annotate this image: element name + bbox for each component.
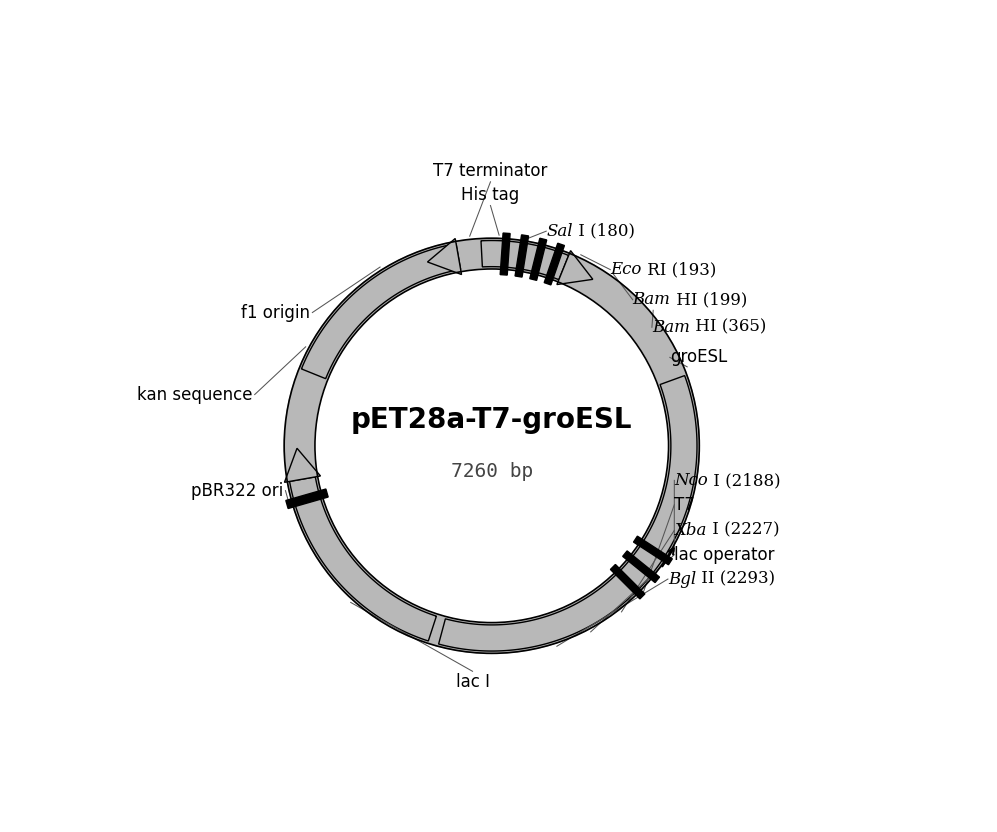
Text: I (2188): I (2188) [708,472,781,489]
Text: lac operator: lac operator [674,546,775,564]
Text: pBR322 ori: pBR322 ori [191,482,283,500]
Polygon shape [544,243,564,285]
Text: RI (193): RI (193) [642,261,716,278]
Polygon shape [623,551,659,582]
Text: I (180): I (180) [573,223,635,240]
Circle shape [315,269,669,622]
Polygon shape [557,250,593,285]
Text: Eco: Eco [610,261,642,278]
Text: f1 origin: f1 origin [241,304,310,321]
Text: lac I: lac I [456,672,490,691]
Polygon shape [481,240,568,280]
Text: Bam: Bam [633,291,671,308]
Polygon shape [284,448,320,483]
Polygon shape [610,564,645,599]
Text: Sal: Sal [546,223,573,240]
Text: HI (199): HI (199) [671,291,747,308]
Polygon shape [529,238,546,280]
Polygon shape [286,489,328,508]
Polygon shape [428,239,462,275]
Text: Xba: Xba [674,522,707,539]
Text: Bam: Bam [652,319,690,336]
Text: pET28a-T7-groESL: pET28a-T7-groESL [351,406,632,434]
Text: 7260 bp: 7260 bp [451,462,532,481]
Polygon shape [515,235,528,277]
Text: kan sequence: kan sequence [138,385,253,404]
Polygon shape [439,375,697,651]
Text: T7: T7 [674,496,695,513]
Text: II (2293): II (2293) [696,571,776,587]
Text: His tag: His tag [462,186,519,204]
Text: HI (365): HI (365) [690,319,766,336]
Polygon shape [289,477,437,641]
Polygon shape [301,244,461,379]
Text: Nco: Nco [674,472,708,489]
Text: T7 terminator: T7 terminator [434,162,547,180]
Circle shape [284,238,699,653]
Text: I (2227): I (2227) [707,522,780,539]
Polygon shape [633,536,672,565]
Text: groESL: groESL [670,349,727,366]
Text: Bgl: Bgl [668,571,696,587]
Polygon shape [500,233,510,275]
